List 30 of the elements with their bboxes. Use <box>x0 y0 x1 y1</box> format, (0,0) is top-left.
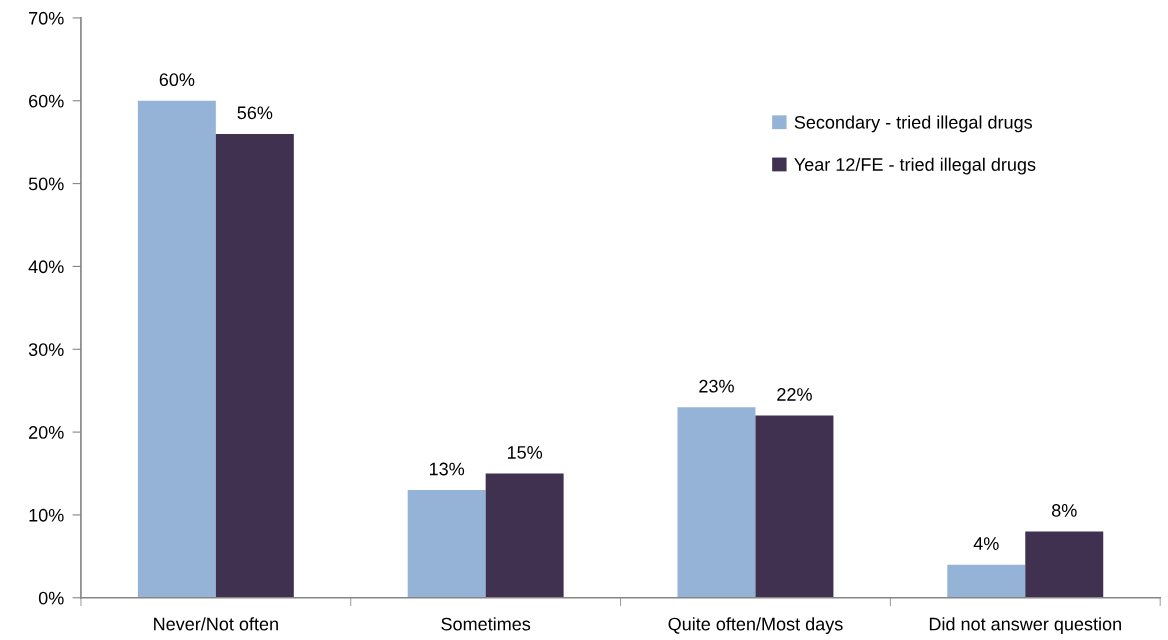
legend-label: Year 12/FE - tried illegal drugs <box>794 157 1036 175</box>
bar <box>137 100 216 598</box>
y-tick-label: 0% <box>38 591 64 605</box>
legend-label: Secondary - tried illegal drugs <box>794 115 1033 133</box>
bar <box>485 473 564 598</box>
y-tick-label: 60% <box>29 94 64 108</box>
bar <box>677 407 756 598</box>
data-label: 23% <box>699 379 734 393</box>
y-tick-label: 30% <box>28 343 64 356</box>
data-label: 8% <box>1051 504 1077 517</box>
bar <box>1025 531 1104 598</box>
data-label: 13% <box>429 462 465 476</box>
y-tick-label: 10% <box>29 508 64 522</box>
y-tick-label: 40% <box>28 260 64 274</box>
y-tick-label: 20% <box>29 426 64 439</box>
data-label: 15% <box>507 446 543 459</box>
data-label: 60% <box>159 73 195 87</box>
bar <box>407 490 486 598</box>
x-tick-label: Quite often/Most days <box>668 617 843 635</box>
x-tick-label: Never/Not often <box>154 617 278 631</box>
y-tick-label: 50% <box>28 177 64 191</box>
data-label: 22% <box>777 388 812 401</box>
data-label: 4% <box>973 537 999 550</box>
bar <box>215 133 294 598</box>
x-tick-label: Did not answer question <box>929 617 1121 635</box>
y-tick-label: 70% <box>29 11 64 25</box>
x-tick-label: Sometimes <box>441 617 531 631</box>
bar <box>755 415 834 598</box>
bar <box>947 564 1026 598</box>
data-label: 56% <box>237 106 273 120</box>
